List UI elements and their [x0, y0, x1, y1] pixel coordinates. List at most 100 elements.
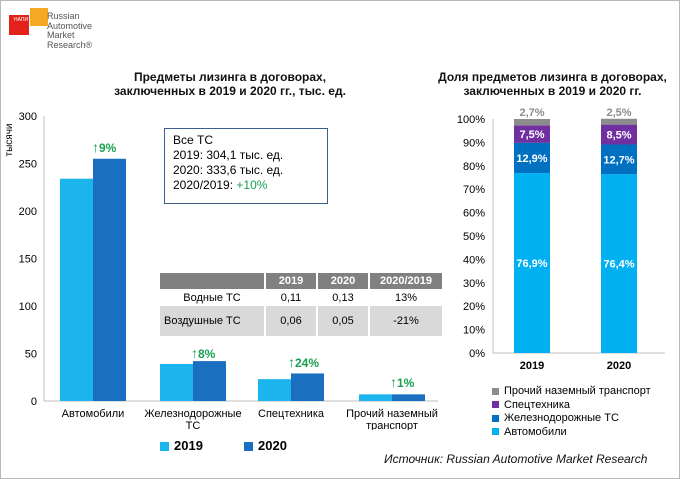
stack-segment-2 — [601, 124, 637, 145]
legend-label: Железнодорожные ТС — [504, 412, 619, 424]
y-tick-label: 250 — [19, 159, 37, 171]
callout-line4-prefix: 2020/2019: — [173, 178, 237, 192]
legend-item-other: Прочий наземный транспорт — [492, 385, 651, 399]
y-tick-label: 50 — [25, 349, 37, 361]
table-row: Воздушные ТС 0,06 0,05 -21% — [160, 306, 442, 336]
category-label: 2020 — [607, 360, 631, 370]
stack-segment-3 — [514, 119, 550, 126]
legend-label: Автомобили — [504, 425, 567, 438]
logo-small-text: НАПИ — [14, 17, 29, 23]
bar-2019 — [160, 363, 193, 401]
left-title-line2: заключенных в 2019 и 2020 гг., тыс. ед. — [114, 84, 346, 98]
table-header-row: 2019 2020 2020/2019 — [160, 273, 442, 289]
category-label: Автомобили — [62, 408, 125, 420]
legend-swatch — [492, 428, 499, 436]
segment-label: 12,9% — [516, 153, 547, 165]
left-chart-title: Предметы лизинга в договорах, заключенны… — [80, 70, 380, 98]
segment-label: 2,5% — [606, 107, 631, 119]
legend-2019-label: 2019 — [174, 438, 203, 453]
stack-segment-3 — [601, 118, 637, 125]
y-tick-label: 70% — [463, 184, 485, 196]
bar-2020 — [291, 373, 324, 401]
table-row: Водные ТС 0,11 0,13 13% — [160, 289, 442, 306]
callout-line4-value: +10% — [236, 178, 268, 192]
y-tick-label: 100 — [19, 301, 37, 313]
table-cell: 0,11 — [265, 289, 318, 306]
growth-annotation: ↑8% — [191, 345, 215, 361]
segment-label: 12,7% — [603, 154, 634, 166]
up-arrow-icon: ↑ — [288, 354, 295, 370]
table-cell: Водные ТС — [160, 289, 266, 306]
table-cell: 0,06 — [265, 306, 318, 336]
callout-line3: 2020: 333,6 тыс. ед. — [173, 163, 284, 177]
growth-annotation: ↑24% — [288, 354, 319, 370]
growth-value: 8% — [198, 347, 216, 361]
legend-item-spec: Спецтехника — [492, 399, 651, 413]
bar-2020 — [93, 158, 126, 401]
bar-2019 — [60, 178, 93, 401]
logo-text: Russian Automotive Market Research® — [47, 11, 93, 50]
left-bar-chart: 0 50 100 150 200 250 300 тысячи Автомобили Железн… — [4, 111, 438, 430]
y-tick-label: 90% — [463, 137, 485, 149]
y-axis-title: тысячи — [4, 124, 15, 157]
callout-line4: 2020/2019: +10% — [173, 178, 319, 193]
right-chart-title: Доля предметов лизинга в договорах, закл… — [425, 70, 680, 98]
category-label: ТС — [186, 420, 201, 430]
right-title-line1: Доля предметов лизинга в договорах, — [438, 70, 667, 84]
up-arrow-icon: ↑ — [390, 374, 397, 390]
y-tick-label: 50% — [463, 231, 485, 243]
stack-segment-1 — [514, 142, 550, 174]
y-tick-label: 60% — [463, 208, 485, 220]
legend-swatch — [492, 414, 499, 422]
category-label: Железнодорожные — [144, 408, 241, 420]
table-header-cell: 2020/2019 — [369, 273, 442, 289]
table-header-cell — [160, 273, 266, 289]
bar-2020 — [193, 361, 226, 401]
table-cell: 0,13 — [317, 289, 370, 306]
right-title-line2: заключенных в 2019 и 2020 гг. — [463, 84, 642, 98]
growth-annotation: ↑9% — [92, 139, 116, 155]
up-arrow-icon: ↑ — [92, 139, 99, 155]
growth-value: 1% — [397, 376, 415, 390]
y-tick-label: 30% — [463, 278, 485, 290]
growth-value: 24% — [295, 356, 320, 370]
table-cell: -21% — [369, 306, 442, 336]
segment-label: 7,5% — [519, 129, 544, 141]
up-arrow-icon: ↑ — [191, 345, 198, 361]
legend-label: Прочий наземный транспорт — [504, 385, 651, 397]
left-title-line1: Предметы лизинга в договорах, — [133, 70, 327, 84]
legend-item-rail: Железнодорожные ТС — [492, 412, 651, 426]
legend-2019: 2019 — [160, 438, 203, 453]
category-label: транспорт — [366, 420, 418, 430]
category-label: 2019 — [520, 360, 544, 370]
category-label: Спецтехника — [258, 408, 325, 420]
legend-swatch — [492, 387, 499, 395]
y-tick-label: 20% — [463, 301, 485, 313]
legend-2020: 2020 — [244, 438, 287, 453]
legend-swatch — [492, 401, 499, 409]
segment-label: 76,4% — [603, 259, 634, 271]
callout-line1: Все ТС — [173, 133, 214, 147]
growth-annotation: ↑1% — [390, 374, 414, 390]
stack-segment-2 — [514, 125, 550, 143]
right-legend: Прочий наземный транспорт Спецтехника Же… — [492, 385, 651, 439]
table-header-cell: 2019 — [265, 273, 318, 289]
table-cell: 0,05 — [317, 306, 370, 336]
total-callout: Все ТС 2019: 304,1 тыс. ед. 2020: 333,6 … — [164, 128, 328, 204]
y-tick-label: 200 — [19, 206, 37, 218]
other-transport-table: 2019 2020 2020/2019 Водные ТС 0,11 0,13 … — [160, 273, 442, 336]
table-header-cell: 2020 — [317, 273, 370, 289]
stack-segment-0 — [601, 174, 637, 353]
segment-label: 8,5% — [606, 130, 631, 142]
y-tick-label: 150 — [19, 254, 37, 266]
y-tick-label: 0% — [469, 348, 485, 360]
legend-2019-swatch — [160, 442, 169, 452]
table-cell: Воздушные ТС — [160, 306, 266, 336]
y-tick-label: 40% — [463, 254, 485, 266]
y-tick-label: 300 — [19, 111, 37, 123]
y-tick-label: 100% — [457, 114, 485, 126]
category-label: Прочий наземный — [346, 408, 438, 420]
logo-red-square — [9, 15, 29, 35]
legend-item-auto: Автомобили — [492, 426, 651, 440]
y-tick-label: 0 — [31, 396, 37, 408]
